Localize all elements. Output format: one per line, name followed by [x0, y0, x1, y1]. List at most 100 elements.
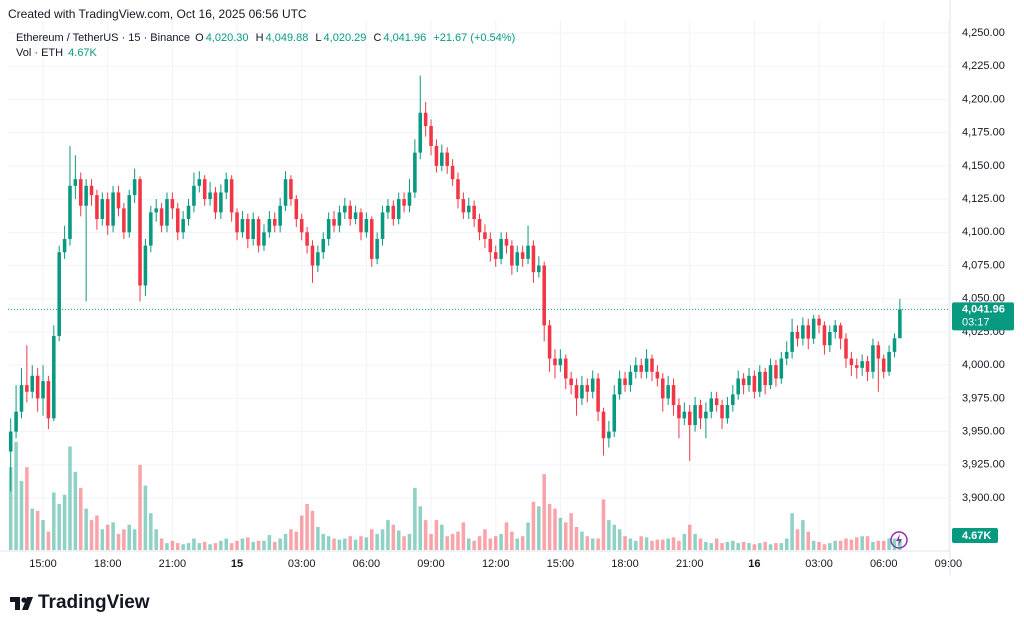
y-tick-label: 4,100.00	[962, 226, 1005, 238]
candle-body	[57, 252, 61, 336]
candle-body	[170, 199, 175, 209]
candle-body	[127, 195, 132, 233]
created-note: Created with TradingView.com, Oct 16, 20…	[8, 7, 307, 21]
volume-bar	[493, 536, 498, 550]
volume-title[interactable]: Vol · ETH	[16, 47, 64, 59]
candle-body	[768, 365, 773, 386]
volume-bar	[8, 467, 13, 550]
candle-body	[283, 179, 288, 206]
volume-bar	[100, 529, 105, 550]
volume-bar	[704, 541, 708, 550]
candle-body	[461, 199, 466, 213]
candle-body	[138, 179, 142, 286]
volume-bar	[78, 487, 83, 550]
volume-bar	[817, 541, 821, 550]
y-tick-label: 3,900.00	[962, 492, 1005, 504]
candle-body	[488, 238, 493, 253]
lightning-icon[interactable]	[890, 531, 908, 549]
volume-bar	[256, 540, 261, 550]
symbol[interactable]: Ethereum / TetherUS · 15 · Binance	[16, 32, 191, 44]
y-tick-label: 4,125.00	[962, 193, 1005, 205]
candle-body	[154, 208, 158, 213]
candle-body	[52, 335, 56, 419]
volume-bar	[558, 517, 563, 550]
x-tick-label: 03:00	[288, 558, 316, 570]
volume-bar	[892, 538, 897, 550]
y-tick-label: 4,250.00	[962, 27, 1005, 39]
y-tick-label: 3,925.00	[962, 459, 1005, 471]
candle-body	[871, 345, 875, 372]
candle-body	[450, 165, 455, 180]
volume-bar	[844, 538, 848, 550]
y-tick-label: 4,175.00	[962, 127, 1005, 139]
candle-body	[35, 375, 40, 399]
candle-body	[95, 195, 99, 220]
volume-bar	[95, 515, 99, 550]
volume-bar	[828, 543, 832, 550]
volume-bar	[854, 537, 859, 550]
candle-body	[504, 238, 509, 246]
volume-bar	[429, 533, 433, 550]
candle-body	[418, 112, 423, 153]
volume-bar	[563, 522, 568, 550]
logo[interactable]: TradingView	[38, 592, 150, 613]
volume-bar	[19, 481, 24, 550]
candle-body	[553, 358, 557, 366]
candle-body	[181, 219, 185, 233]
candle-body	[898, 309, 902, 339]
volume-bar	[574, 527, 579, 550]
volume-bar	[553, 508, 557, 550]
volume-bar	[219, 540, 223, 550]
candle-body	[235, 212, 239, 233]
candle-body	[806, 325, 811, 339]
x-tick-label: 16	[748, 558, 760, 570]
volume-bar	[423, 520, 428, 550]
ohlc-key: L	[315, 32, 322, 44]
candle-body	[849, 358, 854, 366]
candle-body	[790, 331, 794, 352]
volume-bar	[736, 543, 740, 550]
volume-bar	[159, 538, 164, 550]
candle-body	[623, 378, 627, 386]
volume-bar	[122, 529, 126, 550]
volume-bar	[671, 537, 676, 550]
candle-body	[720, 405, 724, 419]
candle-body	[175, 208, 180, 233]
volume-bar	[504, 522, 509, 550]
x-tick-label: 21:00	[159, 558, 187, 570]
x-tick-label: 09:00	[935, 558, 963, 570]
candle-body	[677, 405, 681, 419]
candle-body	[493, 252, 498, 259]
candle-body	[477, 219, 482, 233]
candle-body	[714, 398, 719, 406]
candle-body	[617, 378, 622, 395]
candle-body	[165, 199, 169, 226]
volume-bar	[811, 540, 816, 550]
candle-body	[380, 212, 385, 239]
volume-bar	[693, 533, 697, 550]
volume-bar	[68, 446, 72, 550]
candle-body	[445, 152, 449, 166]
volume-bar	[871, 541, 875, 550]
volume-bar	[881, 540, 886, 550]
volume-bar	[402, 536, 406, 550]
volume-bar	[235, 540, 239, 550]
candle-body	[752, 375, 757, 392]
candle-body	[73, 179, 78, 186]
candle-body	[240, 219, 245, 233]
candle-body	[391, 205, 396, 220]
volume-bar	[35, 510, 40, 550]
ohlc-key: O	[195, 32, 204, 44]
legend-row: Ethereum / TetherUS · 15 · Binance O 4,02…	[16, 32, 519, 44]
candle-body	[132, 179, 137, 196]
volume-bar	[278, 538, 282, 550]
volume-bar	[326, 536, 331, 550]
candle-body	[219, 192, 223, 213]
candle-body	[537, 265, 541, 273]
volume-bar	[628, 538, 633, 550]
volume-bar	[111, 522, 115, 550]
candle-body	[892, 338, 897, 352]
candle-body	[68, 185, 72, 239]
volume-bar	[310, 510, 315, 550]
volume-bar	[14, 441, 18, 550]
